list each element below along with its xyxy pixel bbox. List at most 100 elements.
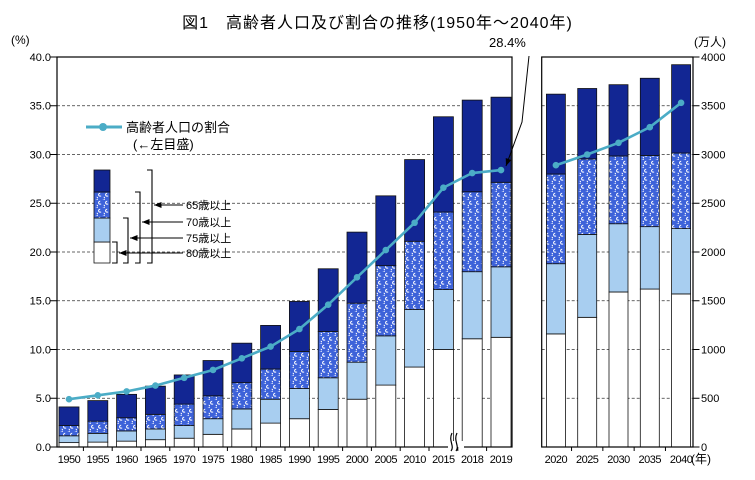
stacked-bars [58,64,691,448]
legend-line-label: 高齢者人口の割合 [126,120,230,135]
legend-age-group-3: 80歳以上 [186,247,231,260]
bar-segment-2015 [432,211,454,290]
ratio-point-2010 [411,219,418,227]
x-axis-unit-label: (年) [691,452,711,466]
bar-segment-1970 [173,425,195,439]
year-label-2018: 2018 [461,454,484,466]
ratio-point-2018 [468,169,476,177]
left-tick-25.0: 25.0 [30,198,51,210]
left-tick-35.0: 35.0 [30,101,51,113]
bar-segment-1955 [87,400,109,422]
bar-segment-2019 [490,181,512,268]
bar-segment-1955 [87,441,109,448]
year-label-1955: 1955 [87,454,110,466]
bar-segment-1975 [202,418,224,435]
right-tick-3500: 3500 [701,101,725,113]
ratio-point-2040 [677,99,685,107]
bar-segment-2020 [546,333,566,448]
left-tick-10.0: 10.0 [30,344,51,356]
bar-segment-2025 [577,234,598,318]
bar-segment-2000 [346,361,368,400]
left-axis-unit-label: (%) [11,33,30,47]
bar-segment-1975 [202,395,224,420]
bar-segment-1980 [231,342,253,384]
ratio-point-2020 [552,161,560,169]
ratio-point-2005 [382,246,390,254]
year-label-1960: 1960 [115,454,138,466]
axis-break [448,432,464,452]
ratio-point-1975 [209,366,217,374]
year-label-1980: 1980 [231,454,254,466]
bar-segment-1965 [144,413,166,430]
bar-segment-2035 [639,155,660,228]
bar-segment-1990 [288,418,310,448]
year-label-1975: 1975 [202,454,225,466]
left-tick-0.0: 0.0 [36,442,51,454]
bar-segment-1965 [144,385,166,415]
left-tick-30.0: 30.0 [30,149,51,161]
bar-segment-2019 [490,336,512,448]
bar-segment-1960 [116,430,137,442]
axis-tick-labels: 0.0 5.0 10.0 15.0 20.0 25.0 30.0 35.0 40.0 0 500 10… [30,52,726,454]
bar-segment-2015 [432,116,454,213]
left-tick-5.0: 5.0 [36,393,51,405]
year-label-1950: 1950 [58,454,81,466]
legend-age-group-1: 70歳以上 [186,216,231,229]
bar-segment-2040 [671,228,691,295]
year-label-2019: 2019 [490,454,513,466]
ratio-point-1965 [152,382,159,389]
bar-segment-2020 [546,173,566,265]
bar-segment-2019 [490,266,512,338]
bar-segment-2030 [608,291,629,448]
ratio-point-1955 [94,392,102,399]
year-label-1990: 1990 [288,454,311,466]
bar-segment-2018 [461,271,483,340]
legend-line-sublabel: (←左目盛) [133,137,194,152]
bar-segment-2025 [577,316,598,448]
bar-segment-2010 [404,159,426,242]
bar-segment-1950 [58,406,80,426]
bar-segment-1995 [317,409,339,448]
bar-segment-2040 [671,293,691,448]
legend-line-marker [99,123,107,131]
bar-segment-2018 [461,191,483,273]
ratio-point-2030 [615,139,622,147]
bar-segment-2025 [577,158,598,235]
bar-segment-1970 [173,403,195,426]
ratio-point-1990 [296,325,303,333]
ratio-point-2019 [497,166,505,174]
bar-segment-1960 [116,417,137,432]
year-label-2000: 2000 [346,454,369,466]
right-axis-unit-label: (万人) [694,35,726,49]
ratio-point-1970 [180,374,188,382]
right-tick-0: 0 [701,442,707,454]
bar-segment-1985 [260,368,282,400]
bar-segment-1960 [116,440,137,448]
bar-segment-2040 [671,152,691,230]
left-tick-15.0: 15.0 [30,296,51,308]
ratio-point-2000 [353,274,361,281]
ratio-point-2035 [646,123,654,131]
bar-segment-1990 [288,388,310,420]
legend-age-group-0: 65歳以上 [186,199,231,212]
year-labels: 1950 1955 1960 1965 1970 1975 1980 1985 1990 1995… [58,452,711,466]
bar-segment-2020 [546,263,566,335]
bar-segment-2005 [375,335,397,386]
bar-segment-1950 [58,442,80,448]
year-label-2020: 2020 [545,454,568,466]
bar-segment-2020 [546,93,566,175]
bar-segment-1980 [231,428,253,448]
ratio-point-1995 [324,301,332,308]
bar-segment-2030 [608,155,629,225]
bar-segment-2010 [404,240,426,310]
bar-segment-1975 [202,433,224,448]
bar-segment-1990 [288,351,310,389]
right-tick-500: 500 [701,393,719,405]
ratio-point-2015 [440,184,447,191]
bar-segment-2035 [639,288,660,448]
year-label-2015: 2015 [432,454,455,466]
year-label-1970: 1970 [173,454,196,466]
bar-segment-2018 [461,338,483,448]
bar-segment-1995 [317,268,339,332]
ratio-point-1980 [238,354,246,362]
